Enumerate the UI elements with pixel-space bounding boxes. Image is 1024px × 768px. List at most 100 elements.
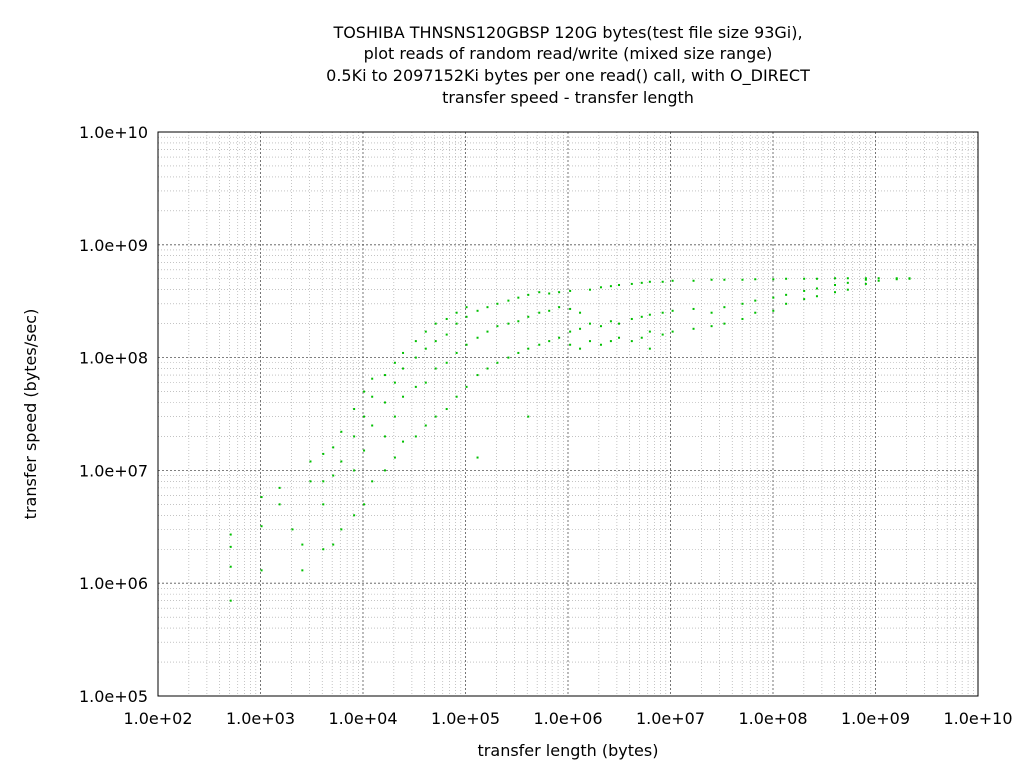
data-point	[710, 311, 713, 314]
data-point	[692, 327, 695, 330]
data-point	[815, 287, 818, 290]
data-point	[414, 385, 417, 388]
data-point	[803, 289, 806, 292]
data-point	[538, 291, 541, 294]
data-point	[548, 292, 551, 295]
data-point	[864, 278, 867, 281]
data-point	[723, 306, 726, 309]
data-point	[229, 533, 232, 536]
data-point	[741, 317, 744, 320]
data-point	[671, 330, 674, 333]
data-point	[363, 415, 366, 418]
data-point	[538, 343, 541, 346]
data-point	[322, 452, 325, 455]
data-point	[229, 545, 232, 548]
y-axis-tick-labels: 1.0e+10 1.0e+09 1.0e+08 1.0e+07 1.0e+06 1.0e+…	[79, 123, 148, 706]
data-point	[465, 306, 468, 309]
data-point	[455, 395, 458, 398]
data-point	[648, 347, 651, 350]
y-tick-label: 1.0e+07	[79, 461, 148, 480]
data-point	[393, 456, 396, 459]
data-point	[558, 306, 561, 309]
data-point	[260, 525, 263, 528]
data-point	[877, 277, 880, 280]
data-point	[507, 356, 510, 359]
data-point	[309, 480, 312, 483]
data-point	[599, 343, 602, 346]
data-point	[393, 361, 396, 364]
data-point	[332, 474, 335, 477]
data-point	[424, 330, 427, 333]
data-point	[332, 446, 335, 449]
data-point	[414, 435, 417, 438]
data-point	[465, 385, 468, 388]
data-point	[527, 293, 530, 296]
title-line-2: plot reads of random read/write (mixed s…	[364, 44, 773, 63]
data-point	[630, 340, 633, 343]
data-point	[260, 496, 263, 499]
data-point	[278, 486, 281, 489]
data-point	[834, 277, 837, 280]
data-point	[322, 503, 325, 506]
data-point	[609, 285, 612, 288]
data-point	[834, 284, 837, 287]
data-point	[599, 325, 602, 328]
data-point	[496, 361, 499, 364]
data-point	[671, 279, 674, 282]
y-tick-label: 1.0e+10	[79, 123, 148, 142]
data-point	[486, 306, 489, 309]
x-tick-label: 1.0e+07	[636, 709, 705, 728]
data-point	[877, 279, 880, 282]
data-point	[445, 317, 448, 320]
y-tick-label: 1.0e+05	[79, 687, 148, 706]
data-point	[630, 282, 633, 285]
data-point	[772, 278, 775, 281]
data-point	[332, 543, 335, 546]
data-point	[455, 351, 458, 354]
data-point	[340, 528, 343, 531]
x-axis-tick-labels: 1.0e+02 1.0e+03 1.0e+04 1.0e+05 1.0e+06 1.0e+…	[123, 709, 1012, 728]
data-point	[402, 395, 405, 398]
data-point	[445, 333, 448, 336]
x-tick-label: 1.0e+08	[738, 709, 807, 728]
data-point	[588, 322, 591, 325]
data-point	[579, 311, 582, 314]
data-point	[569, 307, 572, 310]
data-point	[618, 322, 621, 325]
data-point	[402, 367, 405, 370]
data-point	[723, 278, 726, 281]
data-point	[648, 330, 651, 333]
data-point	[424, 381, 427, 384]
data-point	[322, 480, 325, 483]
data-point	[363, 449, 366, 452]
data-point	[569, 330, 572, 333]
data-point	[371, 395, 374, 398]
data-point	[476, 456, 479, 459]
data-point	[445, 408, 448, 411]
data-point	[846, 288, 849, 291]
data-point	[353, 408, 356, 411]
data-points	[229, 277, 911, 602]
x-tick-label: 1.0e+02	[123, 709, 192, 728]
data-point	[558, 336, 561, 339]
data-point	[548, 309, 551, 312]
data-point	[815, 295, 818, 298]
data-point	[864, 277, 867, 280]
data-point	[785, 277, 788, 280]
data-point	[815, 277, 818, 280]
data-point	[785, 302, 788, 305]
data-point	[640, 281, 643, 284]
chart-title: TOSHIBA THNSNS120GBSP 120G bytes(test fi…	[326, 23, 810, 107]
data-point	[803, 277, 806, 280]
data-point	[579, 327, 582, 330]
y-tick-label: 1.0e+09	[79, 236, 148, 255]
data-point	[640, 315, 643, 318]
data-point	[692, 279, 695, 282]
data-point	[640, 336, 643, 339]
data-point	[291, 528, 294, 531]
data-point	[486, 330, 489, 333]
data-point	[710, 325, 713, 328]
y-axis-label: transfer speed (bytes/sec)	[21, 309, 40, 520]
